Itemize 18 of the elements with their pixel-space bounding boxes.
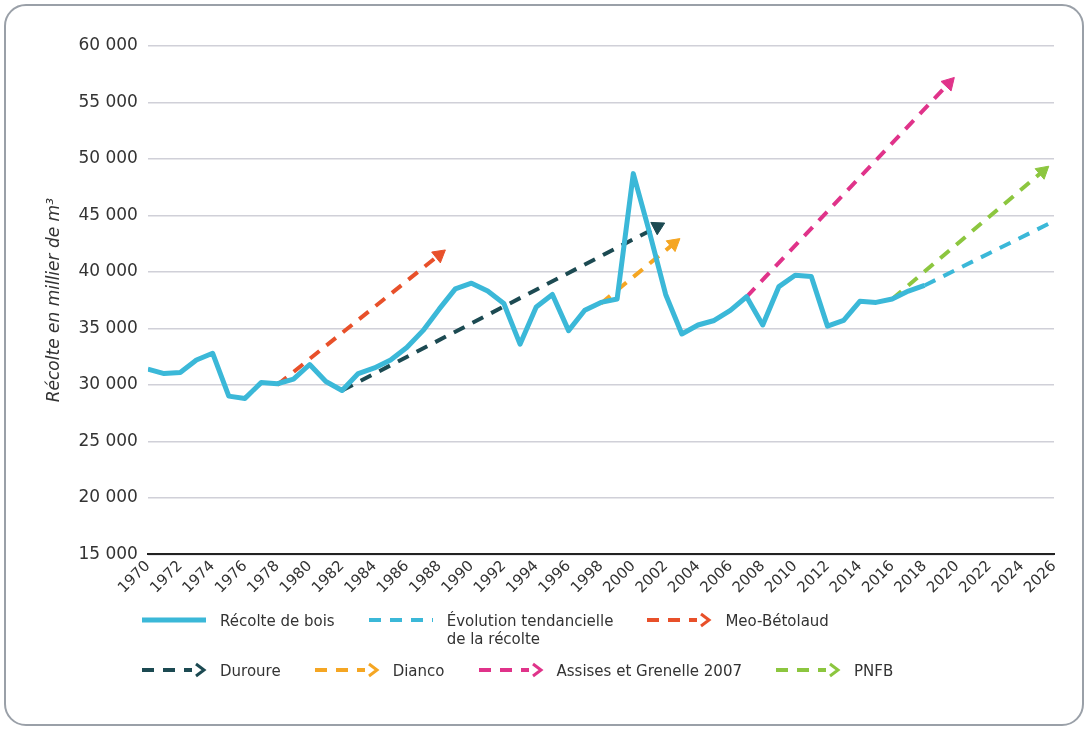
y-tick-label: 55 000	[78, 90, 138, 111]
legend-label: Dianco	[392, 662, 445, 680]
y-tick-label: 45 000	[78, 203, 138, 224]
y-tick-label: 50 000	[78, 147, 138, 168]
legend-label: Duroure	[220, 662, 281, 680]
y-tick-label: 30 000	[78, 373, 138, 394]
y-axis-title: Récolte en millier de m³	[42, 197, 63, 403]
y-tick-label: 20 000	[78, 486, 138, 507]
y-tick-label: 25 000	[78, 429, 138, 450]
legend-label: Récolte de bois	[220, 612, 335, 630]
y-tick-label: 40 000	[78, 260, 138, 281]
legend-label: Assises et Grenelle 2007	[556, 662, 742, 680]
y-tick-label: 35 000	[78, 316, 138, 337]
y-tick-label: 60 000	[78, 34, 138, 55]
legend-label: Évolution tendancielle de la récolte	[446, 612, 614, 648]
legend-label: Meo-Bétolaud	[725, 612, 829, 630]
legend-label: PNFB	[854, 662, 894, 680]
y-tick-label: 15 000	[78, 542, 138, 563]
